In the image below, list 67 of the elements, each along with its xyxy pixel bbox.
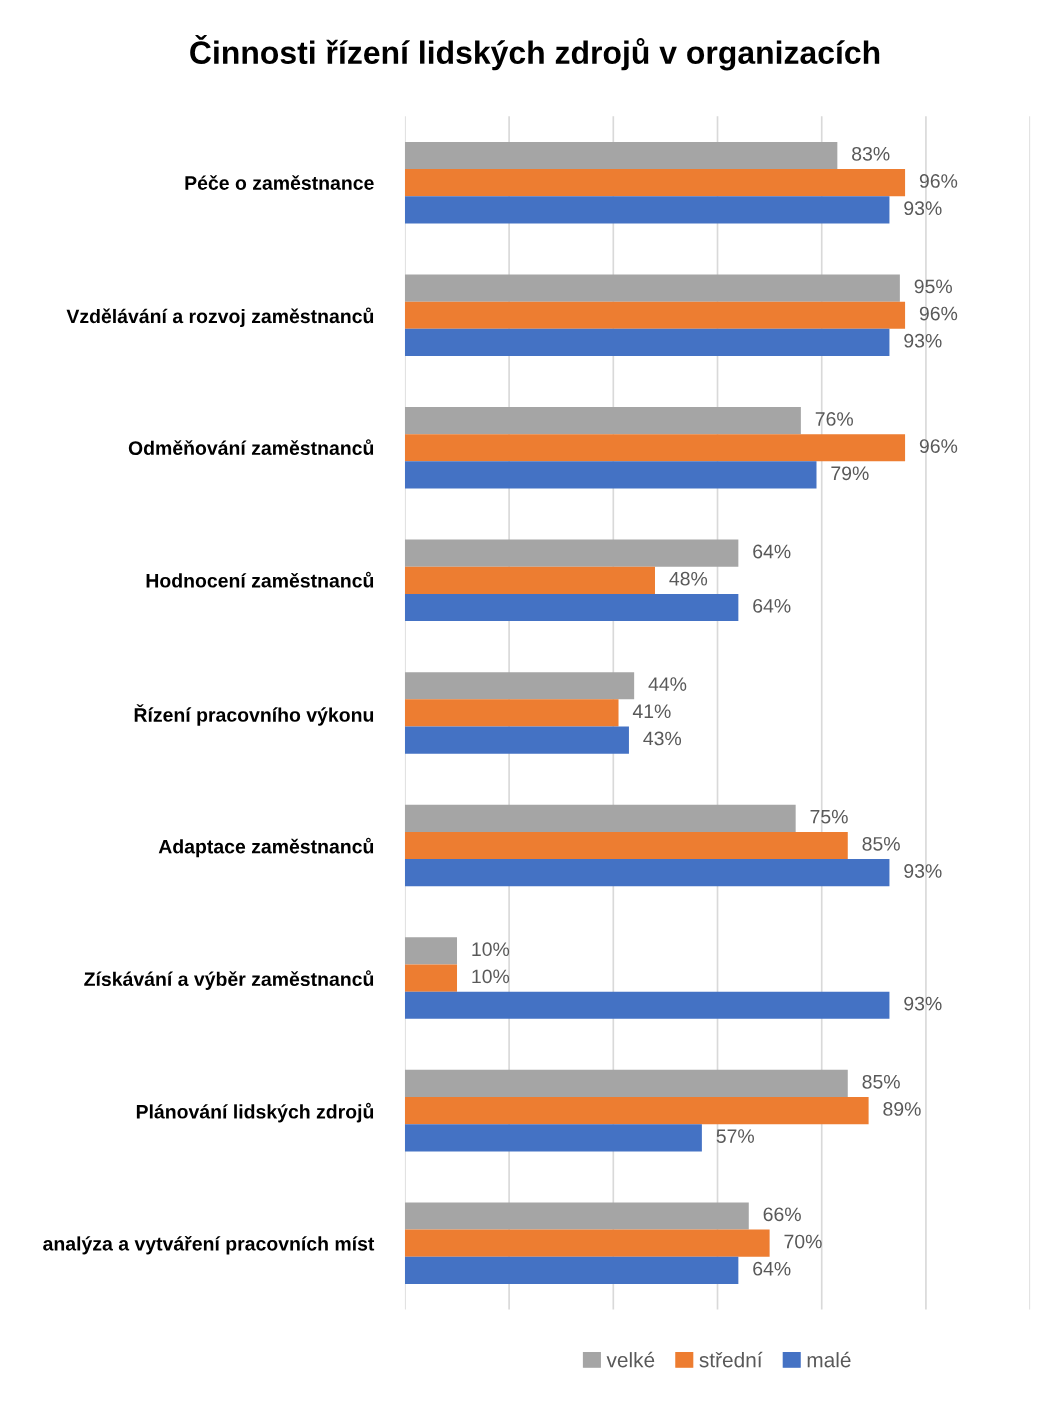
bar bbox=[404, 726, 629, 754]
data-label: 64% bbox=[753, 544, 791, 559]
bar bbox=[404, 196, 890, 224]
y-tick-label: Adaptace zaměstnanců bbox=[158, 837, 374, 858]
data-label: 41% bbox=[632, 704, 671, 719]
data-label: 66% bbox=[763, 1207, 801, 1222]
data-label: 93% bbox=[904, 864, 942, 878]
data-label: 85% bbox=[862, 836, 900, 851]
y-tick-label: analýza a vytváření pracovních míst bbox=[43, 1235, 375, 1255]
data-label: 93% bbox=[904, 996, 942, 1011]
legend-label: střední bbox=[699, 1351, 763, 1368]
bar bbox=[404, 1202, 749, 1230]
bar bbox=[404, 328, 890, 356]
data-label: 96% bbox=[919, 306, 958, 321]
bar bbox=[404, 672, 635, 700]
chart-title: Činnosti řízení lidských zdrojů v organizacích bbox=[190, 35, 880, 71]
bar bbox=[404, 937, 458, 965]
bar bbox=[404, 461, 817, 489]
y-tick-label: Péče o zaměstnance bbox=[185, 175, 374, 190]
data-label: 95% bbox=[914, 279, 952, 294]
bar bbox=[404, 434, 906, 462]
bar bbox=[404, 539, 739, 567]
data-label: 48% bbox=[669, 571, 708, 586]
y-tick-label: Vzdělávání a rozvoj zaměstnanců bbox=[66, 307, 374, 328]
legend-label: malé bbox=[807, 1351, 851, 1368]
bar bbox=[404, 593, 739, 622]
y-tick-label: Plánování lidských zdrojů bbox=[136, 1102, 374, 1123]
data-label: 79% bbox=[831, 466, 869, 481]
bar bbox=[404, 301, 906, 329]
bar bbox=[404, 141, 838, 170]
data-label: 96% bbox=[919, 174, 958, 188]
data-label: 64% bbox=[753, 598, 791, 613]
data-label: 64% bbox=[753, 1261, 791, 1276]
bar bbox=[404, 1069, 848, 1098]
data-label: 76% bbox=[815, 412, 853, 426]
data-label: 85% bbox=[862, 1074, 900, 1089]
bar bbox=[404, 699, 619, 727]
data-label: 44% bbox=[648, 677, 687, 691]
bar bbox=[404, 991, 890, 1019]
bar bbox=[404, 1097, 869, 1125]
y-tick-label: Řízení pracovního výkonu bbox=[134, 704, 374, 726]
data-label: 70% bbox=[784, 1234, 822, 1249]
bar bbox=[404, 859, 890, 887]
bar bbox=[404, 407, 801, 435]
bar bbox=[404, 566, 655, 594]
bar bbox=[404, 169, 906, 197]
bar bbox=[404, 1256, 739, 1284]
data-label: 93% bbox=[904, 333, 942, 348]
y-tick-label: Odměňování zaměstnanců bbox=[128, 439, 374, 456]
bar bbox=[404, 964, 458, 992]
data-label: 43% bbox=[643, 731, 682, 746]
bar bbox=[404, 804, 796, 832]
y-tick-label: Hodnocení zaměstnanců bbox=[146, 571, 374, 588]
data-label: 10% bbox=[472, 942, 510, 957]
data-label: 75% bbox=[810, 809, 848, 824]
y-tick-label: Získávání a výběr zaměstnanců bbox=[84, 970, 374, 990]
data-label: 83% bbox=[852, 146, 890, 161]
data-label: 89% bbox=[883, 1102, 921, 1116]
data-label: 10% bbox=[472, 969, 510, 984]
bar bbox=[404, 1229, 770, 1257]
data-label: 96% bbox=[919, 439, 958, 453]
bar bbox=[404, 831, 848, 860]
data-label: 57% bbox=[716, 1129, 754, 1144]
legend-label: velké bbox=[606, 1351, 655, 1368]
data-label: 93% bbox=[904, 201, 942, 216]
bar bbox=[404, 274, 900, 302]
bar bbox=[404, 1124, 702, 1152]
